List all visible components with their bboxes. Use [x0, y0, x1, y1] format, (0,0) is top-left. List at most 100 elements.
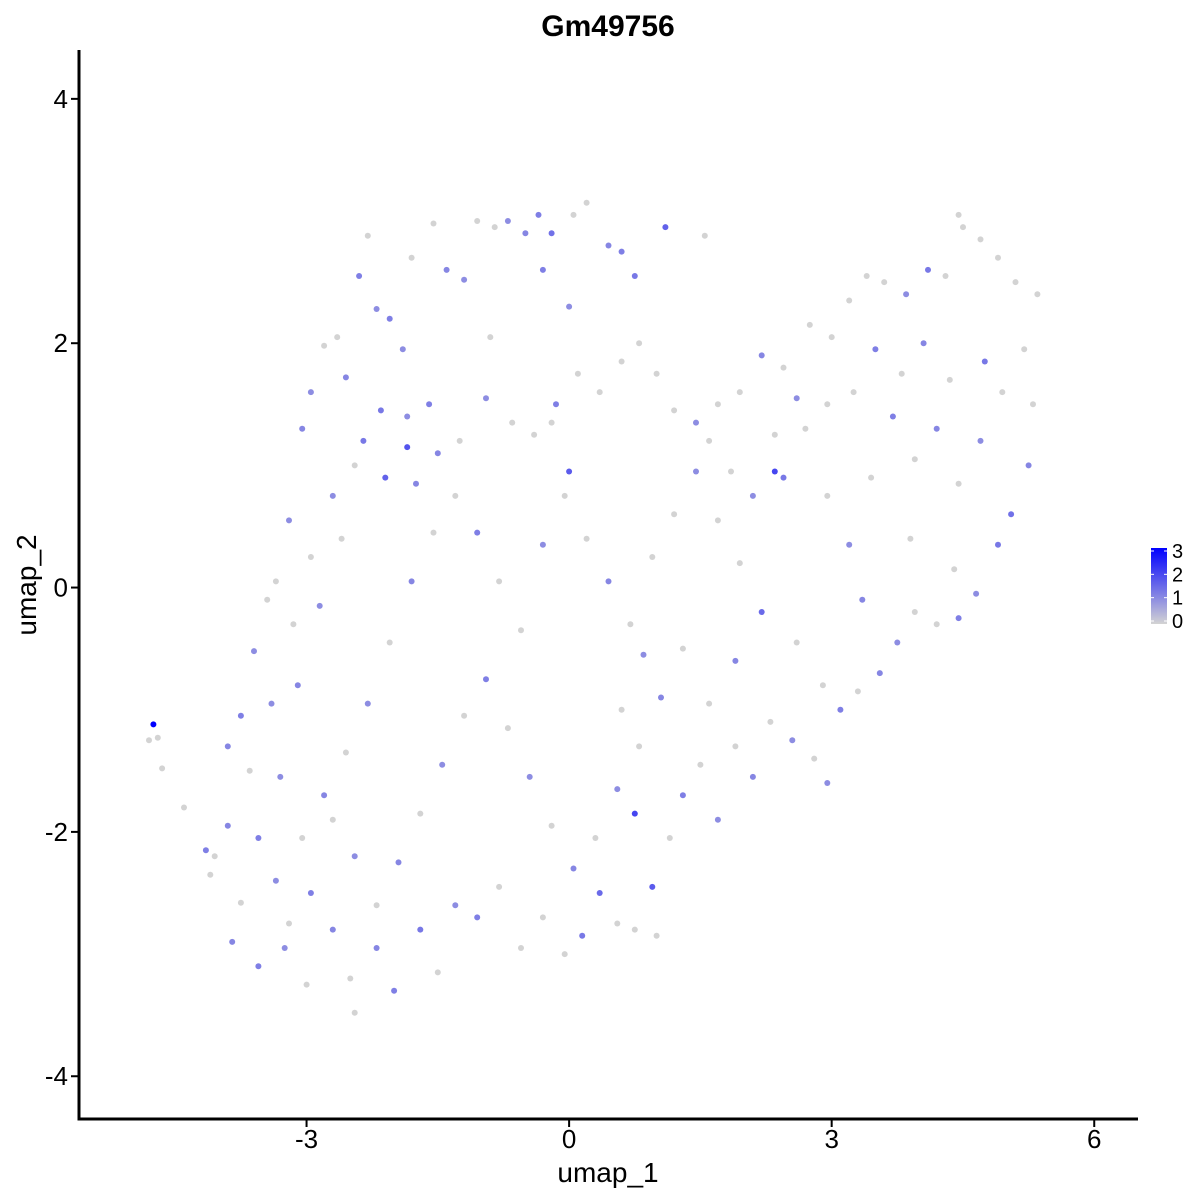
data-point [351, 1009, 358, 1016]
data-point [255, 835, 262, 841]
data-point [509, 419, 516, 426]
y-tick-label: -4 [45, 1061, 68, 1091]
data-point [811, 755, 818, 762]
data-point [658, 694, 664, 701]
data-point [767, 718, 774, 725]
data-point [570, 211, 577, 218]
data-point [364, 232, 371, 239]
data-point [732, 743, 739, 750]
data-point [487, 334, 494, 341]
colorbar-tick-label: 0 [1172, 611, 1183, 633]
y-axis-title: umap_2 [11, 534, 42, 635]
data-point [342, 749, 349, 756]
data-point [666, 835, 673, 841]
data-point [854, 688, 861, 695]
data-point [942, 273, 949, 279]
data-point [430, 220, 437, 227]
data-point [749, 492, 756, 499]
data-point [973, 590, 980, 597]
scatter-points [146, 199, 1041, 1016]
data-point [522, 230, 529, 237]
data-point [749, 773, 756, 780]
data-point [531, 431, 538, 438]
y-tick-label: -2 [45, 817, 68, 847]
data-point [154, 734, 161, 741]
data-point [264, 596, 271, 603]
data-point [605, 242, 612, 249]
data-point [518, 627, 524, 634]
data-point [334, 334, 341, 341]
data-point [338, 535, 345, 542]
data-point [329, 926, 336, 933]
data-point [496, 578, 503, 585]
data-point [771, 431, 778, 438]
data-point [894, 639, 901, 646]
data-point [728, 468, 734, 475]
data-point [553, 401, 559, 408]
data-point [636, 340, 643, 347]
data-point [150, 721, 157, 728]
colorbar-tick-label: 2 [1172, 564, 1183, 586]
data-point [946, 376, 953, 383]
data-point [146, 737, 152, 744]
data-point [863, 273, 870, 279]
data-point [631, 810, 638, 817]
data-point [430, 529, 437, 536]
data-point [434, 450, 441, 457]
data-point [583, 535, 590, 542]
data-point [299, 425, 306, 432]
data-point [679, 645, 686, 652]
data-point [360, 437, 367, 444]
data-point [329, 816, 336, 823]
data-point [539, 914, 546, 921]
data-point [995, 254, 1001, 261]
y-tick-label: 4 [54, 84, 68, 114]
data-point [224, 822, 231, 829]
data-point [561, 951, 568, 958]
data-point [351, 853, 358, 860]
data-point [596, 389, 603, 396]
data-point [1012, 279, 1019, 286]
data-point [237, 899, 244, 906]
data-point [307, 890, 314, 896]
data-point [631, 926, 638, 933]
data-point [474, 529, 481, 536]
data-point [653, 370, 660, 377]
x-axis-title: umap_1 [557, 1157, 658, 1188]
data-point [806, 321, 813, 328]
data-point [706, 700, 713, 707]
data-point [255, 963, 262, 970]
x-tick-label: 0 [562, 1124, 576, 1154]
data-point [237, 712, 244, 719]
data-point [793, 395, 800, 402]
data-point [714, 401, 721, 408]
data-point [347, 975, 354, 982]
colorbar-tick-label: 3 [1172, 541, 1183, 563]
data-point [391, 987, 398, 994]
data-point [649, 883, 656, 890]
data-point [443, 266, 450, 273]
colorbar-tick-label: 1 [1172, 588, 1183, 610]
data-point [426, 401, 433, 408]
data-point [981, 358, 988, 365]
data-point [307, 554, 314, 560]
data-point [771, 468, 778, 475]
data-point [793, 639, 800, 646]
data-point [693, 468, 699, 475]
data-point [377, 407, 384, 414]
data-point [596, 890, 603, 896]
colorbar [1151, 548, 1167, 624]
data-point [207, 871, 214, 878]
data-point [819, 682, 826, 689]
data-point [1030, 401, 1036, 408]
data-point [780, 474, 787, 481]
data-point [395, 859, 402, 866]
data-point [417, 810, 424, 817]
data-point [202, 847, 209, 854]
data-point [1025, 462, 1032, 469]
data-point [933, 621, 940, 628]
data-point [452, 902, 459, 909]
data-point [828, 334, 835, 341]
data-point [272, 578, 279, 585]
